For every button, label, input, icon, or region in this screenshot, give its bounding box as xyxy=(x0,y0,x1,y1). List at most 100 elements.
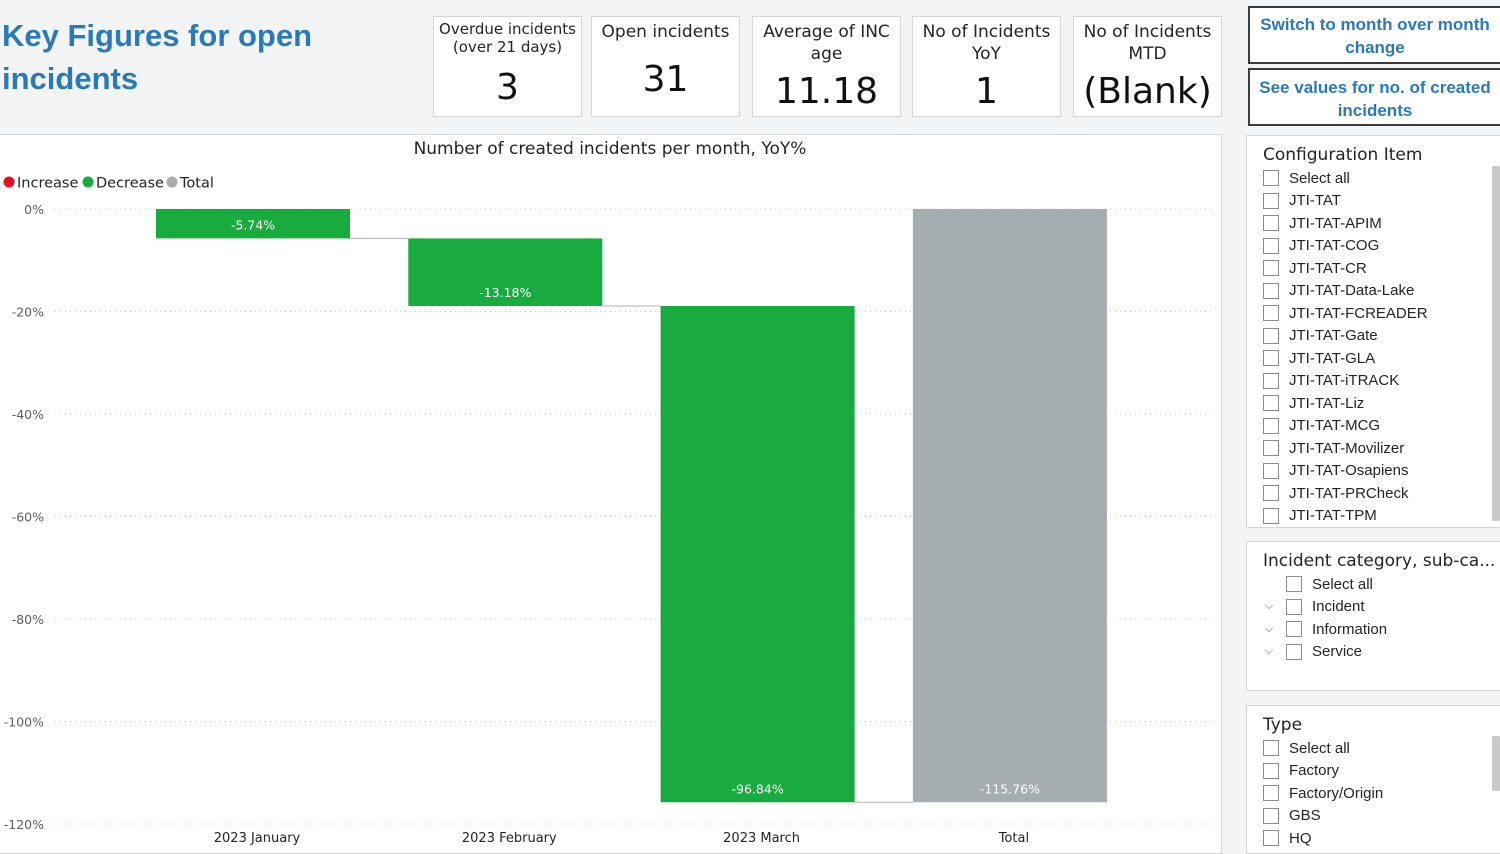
x-tick-label: 2023 January xyxy=(214,831,301,846)
slicer-item-label: JTI-TAT-Osapiens xyxy=(1289,462,1409,480)
bar-2023-february[interactable] xyxy=(408,238,603,306)
slicer-item[interactable]: ⌵ Incident xyxy=(1262,596,1500,619)
y-tick-label: -80% xyxy=(12,612,44,627)
bar-2023-january[interactable] xyxy=(156,209,350,239)
slicer-item[interactable]: JTI-TAT xyxy=(1263,190,1500,213)
slicer-item-label: HQ xyxy=(1289,829,1312,847)
checkbox[interactable] xyxy=(1263,395,1279,412)
checkbox[interactable] xyxy=(1263,327,1279,344)
slicer-item[interactable]: JTI-TAT-Movilizer xyxy=(1263,437,1500,460)
slicer-item-label: Service xyxy=(1312,643,1363,661)
kpi-card-yoy[interactable]: No of Incidents YoY 1 xyxy=(912,16,1061,117)
slicer-item[interactable]: GBS xyxy=(1263,805,1500,828)
checkbox[interactable] xyxy=(1263,485,1279,502)
slicer-item[interactable]: JTI-TAT-Liz xyxy=(1263,392,1500,415)
slicer-item-label: GBS xyxy=(1289,807,1321,825)
bar-total[interactable] xyxy=(912,209,1107,803)
legend-marker-total xyxy=(166,176,178,188)
checkbox[interactable] xyxy=(1263,237,1279,254)
kpi-card-overdue[interactable]: Overdue incidents (over 21 days) 3 xyxy=(433,16,582,117)
slicer-item[interactable]: JTI-TAT-iTRACK xyxy=(1263,370,1500,393)
switch-month-over-month-button[interactable]: Switch to month over month change xyxy=(1248,6,1500,64)
y-tick-label: 0% xyxy=(24,202,44,217)
checkbox[interactable] xyxy=(1263,192,1279,209)
slicer-item[interactable]: Select all xyxy=(1263,737,1500,760)
y-tick-label: -20% xyxy=(12,305,44,320)
slicer-item[interactable]: HQ xyxy=(1263,827,1500,850)
see-created-values-button[interactable]: See values for no. of created incidents xyxy=(1248,68,1500,126)
data-label: -115.76% xyxy=(980,781,1040,796)
kpi-value: 1 xyxy=(975,71,998,112)
slicer-list: Select all Factory Factory/Origin GBS HQ xyxy=(1263,737,1500,850)
slicer-item[interactable]: Factory xyxy=(1263,760,1500,783)
slicer-configuration-item: Configuration Item Select all JTI-TAT JTI-… xyxy=(1246,135,1500,528)
slicer-item-label: JTI-TAT-Liz xyxy=(1289,394,1365,412)
checkbox[interactable] xyxy=(1286,621,1302,638)
x-tick-label: Total xyxy=(998,831,1029,846)
slicer-item[interactable]: JTI-TAT-CR xyxy=(1263,257,1500,280)
checkbox[interactable] xyxy=(1263,830,1279,847)
checkbox[interactable] xyxy=(1263,507,1279,524)
chevron-down-icon[interactable]: ⌵ xyxy=(1264,600,1274,613)
legend-label-total[interactable]: Total xyxy=(179,176,214,192)
checkbox[interactable] xyxy=(1286,598,1302,615)
kpi-card-open[interactable]: Open incidents 31 xyxy=(591,16,740,117)
slicer-item[interactable]: JTI-TAT-FCREADER xyxy=(1263,302,1500,325)
slicer-item[interactable]: ⌵ Service xyxy=(1262,641,1500,664)
slicer-item-label: JTI-TAT-GLA xyxy=(1289,349,1376,367)
slicer-item[interactable]: JTI-TAT-MCG xyxy=(1263,415,1500,438)
checkbox[interactable] xyxy=(1263,807,1279,824)
slicer-item[interactable]: JTI-TAT-Data-Lake xyxy=(1263,280,1500,303)
slicer-item[interactable]: ⌵ Information xyxy=(1262,618,1500,641)
checkbox[interactable] xyxy=(1263,762,1279,779)
checkbox[interactable] xyxy=(1263,462,1279,479)
checkbox[interactable] xyxy=(1263,305,1279,322)
chevron-down-icon[interactable]: ⌵ xyxy=(1264,622,1274,635)
checkbox[interactable] xyxy=(1263,282,1279,299)
scrollbar[interactable] xyxy=(1492,736,1500,791)
kpi-value: 3 xyxy=(496,67,519,108)
slicer-title: Incident category, sub-ca... xyxy=(1263,551,1496,571)
slicer-item-label: Select all xyxy=(1289,739,1350,757)
slicer-item[interactable]: JTI-TAT-COG xyxy=(1263,235,1500,258)
slicer-item[interactable]: JTI-TAT-Osapiens xyxy=(1263,460,1500,483)
slicer-item[interactable]: Factory/Origin xyxy=(1263,782,1500,805)
slicer-item-label: JTI-TAT-PRCheck xyxy=(1289,484,1409,502)
slicer-item-label: JTI-TAT-Data-Lake xyxy=(1289,282,1415,300)
checkbox[interactable] xyxy=(1286,576,1302,593)
slicer-item[interactable]: Select all xyxy=(1262,573,1500,596)
checkbox[interactable] xyxy=(1263,215,1279,232)
checkbox[interactable] xyxy=(1263,440,1279,457)
slicer-item[interactable]: JTI-TAT-TPM xyxy=(1263,505,1500,528)
kpi-value: 11.18 xyxy=(774,71,879,112)
slicer-item-label: JTI-TAT-COG xyxy=(1289,237,1380,255)
checkbox[interactable] xyxy=(1263,417,1279,434)
bar-2023-march[interactable] xyxy=(660,305,855,803)
page-title: Key Figures for open incidents xyxy=(2,18,313,96)
checkbox[interactable] xyxy=(1263,170,1279,187)
slicer-item[interactable]: JTI-TAT-PRCheck xyxy=(1263,482,1500,505)
kpi-value: (Blank) xyxy=(1083,71,1212,112)
checkbox[interactable] xyxy=(1263,350,1279,367)
slicer-item-label: JTI-TAT-TPM xyxy=(1289,507,1377,525)
checkbox[interactable] xyxy=(1263,260,1279,277)
slicer-list: Select all ⌵ Incident ⌵ Information ⌵ Service xyxy=(1262,573,1500,663)
checkbox[interactable] xyxy=(1263,785,1279,802)
legend-marker-increase xyxy=(3,176,15,188)
slicer-item[interactable]: Select all xyxy=(1263,167,1500,190)
checkbox[interactable] xyxy=(1286,643,1302,660)
slicer-item[interactable]: JTI-TAT-APIM xyxy=(1263,212,1500,235)
legend-label-decrease[interactable]: Decrease xyxy=(96,176,164,192)
chevron-down-icon[interactable]: ⌵ xyxy=(1264,645,1274,658)
kpi-card-mtd[interactable]: No of Incidents MTD (Blank) xyxy=(1073,16,1222,117)
checkbox[interactable] xyxy=(1263,372,1279,389)
checkbox[interactable] xyxy=(1263,740,1279,757)
slicer-item[interactable]: JTI-TAT-Gate xyxy=(1263,325,1500,348)
slicer-item[interactable]: JTI-TAT-GLA xyxy=(1263,347,1500,370)
kpi-label: No of Incidents MTD xyxy=(1083,22,1212,64)
kpi-label: Overdue incidents (over 21 days) xyxy=(439,20,576,56)
legend-label-increase[interactable]: Increase xyxy=(17,176,78,192)
kpi-card-avg-age[interactable]: Average of INC age 11.18 xyxy=(752,16,901,117)
scrollbar[interactable] xyxy=(1492,166,1500,521)
slicer-item-label: JTI-TAT-APIM xyxy=(1289,214,1382,232)
